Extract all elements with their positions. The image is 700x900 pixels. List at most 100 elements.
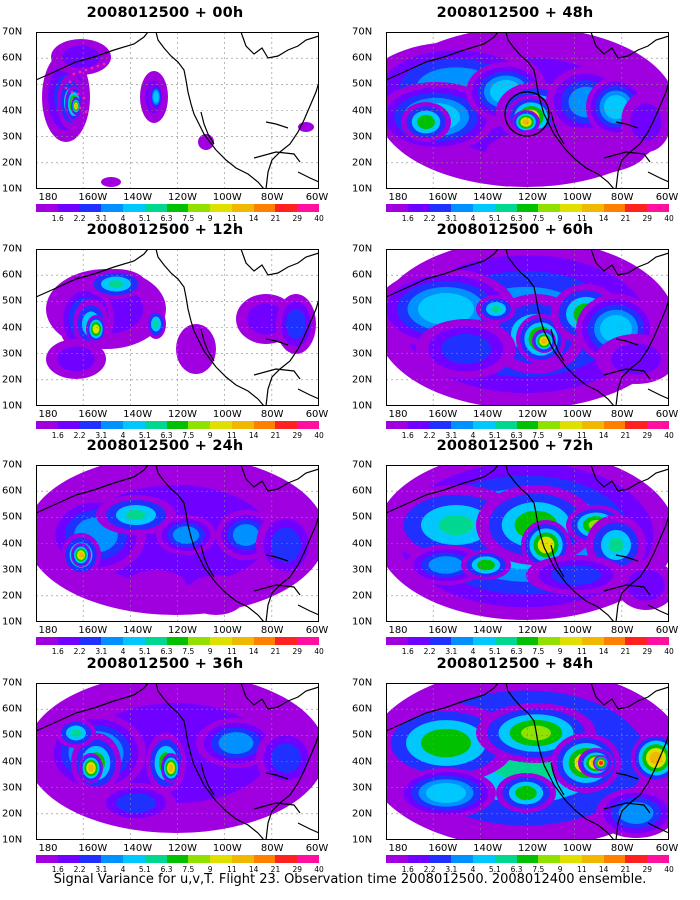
colorbar-swatch: [188, 204, 211, 212]
colorbar-swatch: [407, 204, 430, 212]
colorbar-label: 9: [207, 865, 213, 874]
colorbar-label: 5.1: [138, 214, 151, 223]
x-tick-label: 160W: [78, 843, 108, 854]
variance-contour: [238, 528, 254, 542]
variance-contour: [68, 354, 84, 364]
coastline: [240, 465, 319, 492]
y-tick-label: 40N: [352, 105, 373, 116]
y-tick-label: 70N: [2, 677, 23, 689]
colorbar-label: 21: [620, 431, 631, 440]
colorbar-swatch: [275, 855, 298, 863]
colorbar-swatch: [57, 204, 80, 212]
colorbar-swatch: [188, 421, 211, 429]
y-tick-label: 50N: [352, 295, 373, 307]
colorbar-label: 6.3: [510, 647, 523, 656]
y-tick-label: 30N: [352, 564, 373, 576]
colorbar-label: 21: [270, 431, 281, 440]
colorbar-label: 7.5: [182, 431, 195, 440]
variance-contour: [226, 736, 246, 750]
x-tick-label: 60W: [305, 625, 329, 636]
colorbar-label: 14: [248, 647, 259, 656]
variance-contour: [599, 761, 603, 765]
x-tick-label: 120W: [518, 843, 547, 854]
colorbar-swatch: [581, 204, 604, 212]
colorbar-label: 4: [120, 647, 126, 656]
colorbar-label: 14: [598, 431, 609, 440]
x-tick-label: 100W: [562, 625, 592, 636]
variance-contour: [148, 581, 164, 589]
coastline: [297, 822, 319, 834]
coastline: [200, 762, 215, 796]
colorbar-swatch: [429, 204, 452, 212]
x-tick-label: 80W: [260, 625, 284, 636]
colorbar-swatch: [123, 855, 145, 863]
panel-title: 2008012500 + 48h: [436, 5, 594, 21]
map-plot: [36, 32, 319, 189]
x-tick-label: 80W: [610, 192, 634, 203]
coastline: [590, 32, 669, 59]
colorbar-swatch: [647, 421, 669, 429]
coastline: [550, 762, 565, 796]
map-plot: [386, 465, 669, 622]
colorbar-label: 9: [207, 647, 213, 656]
variance-contour: [208, 590, 224, 600]
colorbar-swatch: [210, 421, 232, 429]
observation-point: [76, 92, 80, 96]
variance-contour: [78, 552, 84, 558]
y-tick-label: 60N: [352, 52, 373, 64]
panel-title: 2008012500 + 84h: [436, 656, 594, 672]
y-tick-label: 60N: [352, 269, 373, 281]
x-tick-label: 60W: [655, 409, 679, 420]
coastline: [253, 584, 301, 596]
observation-point: [102, 62, 106, 66]
map-plot: [386, 32, 669, 189]
colorbar-label: 11: [227, 865, 237, 874]
y-tick-label: 10N: [352, 834, 373, 846]
colorbar: [36, 855, 319, 863]
variance-contour: [649, 751, 663, 765]
colorbar-label: 2.2: [73, 214, 86, 223]
colorbar-label: 40: [664, 431, 674, 440]
colorbar-swatch: [231, 855, 254, 863]
x-tick-label: 60W: [655, 625, 679, 636]
coastline: [240, 249, 319, 276]
colorbar-swatch: [647, 637, 669, 645]
colorbar-swatch: [297, 421, 319, 429]
y-tick-label: 10N: [2, 183, 23, 195]
variance-contour: [491, 305, 501, 313]
colorbar-label: 4: [120, 865, 126, 874]
colorbar-label: 40: [314, 431, 324, 440]
y-tick-label: 40N: [2, 105, 23, 116]
colorbar-swatch: [494, 855, 517, 863]
colorbar-swatch: [36, 855, 58, 863]
y-tick-label: 10N: [352, 400, 373, 412]
colorbar-label: 2.2: [73, 647, 86, 656]
colorbar-swatch: [538, 637, 561, 645]
y-tick-label: 50N: [352, 729, 373, 741]
colorbar-swatch: [560, 421, 582, 429]
x-tick-label: 160W: [78, 625, 108, 636]
colorbar-swatch: [560, 204, 582, 212]
y-tick-label: 20N: [2, 590, 23, 602]
y-tick-label: 20N: [2, 808, 23, 820]
y-tick-label: 70N: [352, 677, 373, 689]
colorbar-swatch: [210, 855, 232, 863]
colorbar-swatch: [79, 421, 102, 429]
colorbar-swatch: [79, 637, 102, 645]
y-tick-label: 30N: [352, 131, 373, 143]
x-tick-label: 140W: [123, 843, 153, 854]
coastline: [505, 249, 567, 368]
colorbar-swatch: [603, 421, 626, 429]
colorbar-swatch: [494, 421, 517, 429]
colorbar-swatch: [581, 421, 604, 429]
colorbar-label: 29: [292, 214, 302, 223]
colorbar-swatch: [625, 421, 648, 429]
colorbar-swatch: [538, 421, 561, 429]
colorbar-label: 3.1: [95, 865, 108, 874]
coastline: [590, 249, 669, 276]
y-tick-label: 40N: [2, 538, 23, 549]
variance-contour: [479, 561, 493, 569]
variance-contour: [168, 764, 174, 772]
colorbar-label: 9: [557, 431, 563, 440]
colorbar-swatch: [275, 637, 298, 645]
